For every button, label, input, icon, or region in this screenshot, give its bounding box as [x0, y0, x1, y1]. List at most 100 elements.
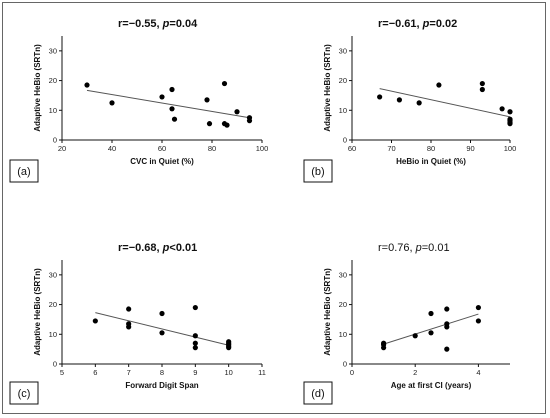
x-tick-label: 70: [387, 144, 395, 153]
x-tick-label: 20: [58, 144, 66, 153]
panel-label: (c): [18, 388, 31, 400]
x-tick-label: 0: [350, 368, 354, 377]
title-r-value: r=−0.68,: [118, 242, 163, 254]
x-tick-label: 40: [108, 144, 116, 153]
data-point: [428, 310, 434, 317]
trend-line: [95, 312, 229, 346]
data-point: [246, 118, 253, 124]
x-tick-label: 80: [208, 144, 216, 153]
data-point: [444, 324, 450, 330]
data-point: [84, 82, 90, 88]
data-point: [171, 116, 178, 122]
figure-frame: [2, 2, 546, 414]
y-tick-label: 0: [53, 136, 57, 145]
title-p-symbol: p: [415, 242, 422, 254]
chart-title: r=−0.68, p<0.01: [118, 242, 197, 254]
x-tick-label: 4: [476, 368, 480, 377]
title-p-value: =0.04: [169, 18, 198, 30]
title-p-symbol: p: [162, 242, 170, 254]
title-p-value: =0.02: [429, 18, 457, 30]
x-axis-label: CVC in Quiet (%): [130, 157, 194, 166]
y-axis-label: Adaptive HeBio (SRTn): [323, 44, 332, 132]
data-point: [416, 100, 422, 106]
chart-panel-3: 0 10 20 30 5 6 7 8 9 10 11 Forward Digit Span Adapti…: [9, 242, 266, 405]
data-point: [169, 86, 175, 93]
trend-line: [86, 89, 250, 119]
y-tick-label: 10: [49, 330, 57, 339]
y-tick-label: 30: [339, 270, 347, 279]
data-point: [475, 304, 481, 311]
y-tick-label: 0: [343, 360, 347, 369]
x-tick-label: 60: [348, 144, 356, 153]
data-point: [507, 109, 513, 115]
data-point: [226, 345, 232, 351]
data-point: [206, 121, 213, 127]
data-point: [92, 318, 98, 324]
x-tick-label: 8: [160, 368, 164, 377]
x-tick-label: 7: [127, 368, 131, 377]
y-tick-label: 20: [339, 300, 347, 309]
title-r-value: r=−0.61,: [378, 18, 423, 30]
title-p-symbol: p: [422, 18, 430, 30]
panel-label-box: [303, 159, 333, 183]
chart-title: r=−0.61, p=0.02: [378, 18, 457, 30]
y-tick-label: 10: [339, 330, 347, 339]
title-p-value: =0.01: [422, 242, 450, 254]
x-axis-label: HeBio in Quiet (%): [396, 157, 466, 166]
y-tick-label: 30: [49, 46, 57, 55]
data-point: [507, 121, 513, 127]
x-tick-label: 60: [158, 144, 166, 153]
y-tick-label: 30: [49, 270, 57, 279]
data-point: [126, 306, 132, 312]
x-tick-label: 11: [258, 368, 266, 377]
y-tick-label: 20: [49, 300, 57, 309]
panel-label-box: [303, 381, 333, 405]
x-tick-label: 80: [427, 144, 435, 153]
title-p-value: <0.01: [169, 242, 197, 254]
y-tick-label: 0: [343, 136, 347, 145]
data-point: [234, 109, 240, 115]
x-tick-label: 5: [60, 368, 64, 377]
panel-label-box: [9, 159, 39, 183]
data-point: [159, 330, 165, 336]
title-r-value: r=0.76,: [378, 242, 416, 254]
data-point: [109, 100, 115, 106]
x-tick-label: 90: [466, 144, 474, 153]
y-tick-label: 10: [49, 106, 57, 115]
chart-panel-2: 0 10 20 30 60 70 80 90 100 HeBio in Quiet (%) Adap…: [303, 18, 516, 183]
data-point: [436, 82, 442, 88]
trend-line: [379, 88, 511, 118]
data-point: [381, 345, 387, 351]
y-tick-label: 0: [53, 360, 57, 369]
y-axis-label: Adaptive HeBio (SRTn): [323, 268, 332, 356]
data-point: [499, 106, 505, 112]
title-p-symbol: p: [162, 18, 170, 30]
data-point: [169, 106, 175, 112]
data-point: [444, 346, 450, 352]
title-r-value: r=−0.55,: [118, 18, 163, 30]
data-point: [479, 86, 485, 93]
data-point: [126, 324, 132, 330]
chart-title: r=0.76, p=0.01: [378, 242, 450, 254]
y-tick-label: 10: [339, 106, 347, 115]
data-point: [444, 306, 450, 312]
data-point: [159, 310, 165, 317]
trend-line: [383, 313, 479, 345]
data-point: [475, 318, 481, 324]
data-point: [396, 97, 402, 103]
data-point: [479, 80, 485, 87]
y-tick-label: 30: [339, 46, 347, 55]
panel-label: (a): [17, 166, 30, 178]
y-tick-label: 20: [339, 76, 347, 85]
x-tick-label: 6: [93, 368, 97, 377]
data-point: [224, 122, 230, 128]
data-point: [192, 304, 198, 311]
panel-label-box: [9, 381, 39, 405]
x-tick-label: 100: [256, 144, 269, 153]
y-axis-label: Adaptive HeBio (SRTn): [33, 268, 42, 356]
data-point: [159, 94, 165, 100]
chart-title: r=−0.55, p=0.04: [118, 18, 198, 30]
chart-panel-1: 0 10 20 30 20 40 60 80 100 CVC in Quiet (%) Adapti…: [9, 18, 269, 183]
data-point: [428, 330, 434, 336]
